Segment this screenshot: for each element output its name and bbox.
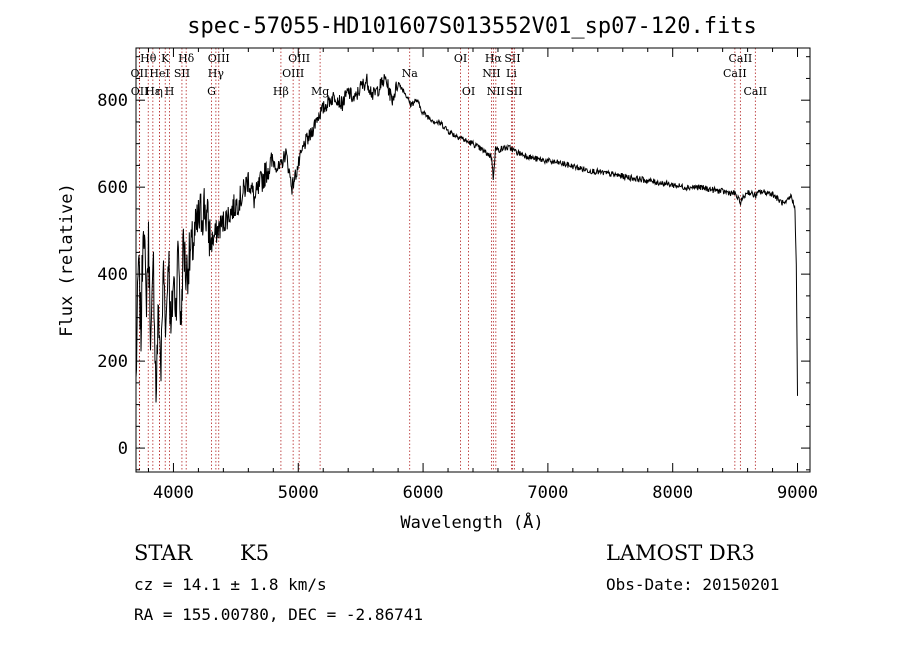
line-marker-label-2: OII [131, 85, 149, 98]
line-marker-label-0: Hθ [140, 52, 157, 65]
y-tick-label-3: 600 [97, 178, 128, 198]
line-marker-label-17: Na [402, 67, 419, 80]
x-axis-label: Wavelength (Å) [400, 511, 543, 533]
y-tick-label-0: 0 [118, 439, 128, 459]
obs-date: Obs-Date: 20150201 [606, 575, 779, 594]
line-marker-label-19: OI [462, 85, 475, 98]
y-tick-label-4: 800 [97, 91, 128, 111]
subclass: K5 [240, 541, 269, 565]
line-marker-label-18: OI [454, 52, 467, 65]
line-marker-label-9: SII [174, 67, 190, 80]
line-marker-label-25: SII [506, 85, 522, 98]
coordinates: RA = 155.00780, DEC = -2.86741 [134, 605, 423, 624]
line-marker-label-14: OIII [288, 52, 310, 65]
object-class: STAR [134, 541, 193, 565]
line-marker-label-8: Hδ [178, 52, 195, 65]
line-marker-label-3: Hε [145, 85, 161, 98]
survey-name: LAMOST DR3 [606, 541, 755, 565]
line-marker-label-20: Hα [485, 52, 503, 65]
line-marker-label-11: Hγ [208, 67, 225, 80]
line-marker-label-21: SII [504, 52, 520, 65]
spectrum-line [135, 73, 798, 403]
line-marker-label-23: Li [506, 67, 517, 80]
chart-title: spec-57055-HD101607S013552V01_sp07-120.f… [187, 14, 757, 39]
y-tick-label-2: 400 [97, 265, 128, 285]
line-marker-label-27: CaII [723, 67, 747, 80]
line-marker-label-15: OIII [282, 67, 304, 80]
x-tick-label-3: 7000 [527, 483, 568, 503]
x-tick-label-4: 8000 [652, 483, 693, 503]
spectrum-line-group [135, 73, 798, 403]
x-tick-label-5: 9000 [777, 483, 818, 503]
line-marker-label-24: NII [487, 85, 505, 98]
line-marker-label-28: CaII [743, 85, 767, 98]
redshift-text: cz = 14.1 ± 1.8 km/s [134, 575, 327, 594]
plot-frame [135, 47, 811, 473]
line-marker-label-5: K [161, 52, 170, 65]
line-marker-label-13: Hβ [273, 85, 289, 98]
line-marker-label-22: NII [482, 67, 500, 80]
x-tick-label-0: 4000 [153, 483, 194, 503]
line-marker-label-26: CaII [729, 52, 753, 65]
line-marker-label-16: Mg [311, 85, 329, 98]
x-tick-label-2: 6000 [403, 483, 444, 503]
line-marker-label-12: G [207, 85, 216, 98]
axis-ticks: 4000 5000 6000 7000 8000 9000 0 200 400 600 800 [97, 48, 818, 503]
line-marker-label-10: OIII [208, 52, 230, 65]
x-tick-label-1: 5000 [278, 483, 319, 503]
line-marker-label-6: η [156, 85, 163, 98]
line-marker-label-7: H [165, 85, 175, 98]
y-axis-label: Flux (relative) [57, 183, 77, 337]
y-tick-label-1: 200 [97, 352, 128, 372]
